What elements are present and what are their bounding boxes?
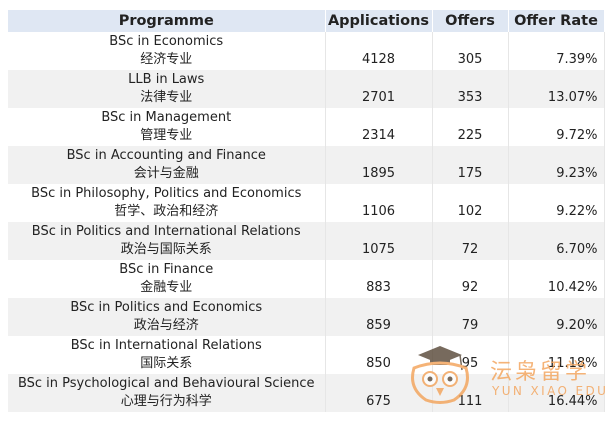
offers-cell: 79	[432, 298, 509, 336]
applications-cell: 850	[325, 336, 433, 374]
programme-name-en: BSc in Management	[101, 110, 232, 125]
table-row: BSc in Psychological and Behavioural Sci…	[8, 374, 605, 412]
programme-name-cn: 心理与行为科学	[120, 394, 212, 409]
programme-name-en: LLB in Laws	[128, 72, 205, 87]
programme-name-cn: 经济专业	[140, 52, 193, 67]
applications-cell: 1075	[325, 222, 433, 260]
programme-cell: BSc in Economics 经济专业	[8, 32, 326, 70]
programme-name-cn: 国际关系	[140, 356, 193, 371]
programme-name-cn: 金融专业	[140, 280, 193, 295]
programme-name-cn: 政治与经济	[133, 318, 199, 333]
offers-cell: 92	[432, 260, 509, 298]
programme-cell: BSc in Politics and Economics 政治与经济	[8, 298, 326, 336]
offers-cell: 225	[432, 108, 509, 146]
programme-cell: BSc in Politics and International Relati…	[8, 222, 326, 260]
programme-cell: LLB in Laws 法律专业	[8, 70, 326, 108]
offers-cell: 102	[432, 184, 509, 222]
programme-name-en: BSc in Accounting and Finance	[66, 148, 266, 163]
offers-cell: 353	[432, 70, 509, 108]
programme-name-cn: 哲学、政治和经济	[114, 204, 219, 219]
offers-cell: 175	[432, 146, 509, 184]
programme-cell: BSc in Accounting and Finance 会计与金融	[8, 146, 326, 184]
programme-name-en: BSc in Economics	[109, 34, 224, 49]
applications-cell: 883	[325, 260, 433, 298]
table-row: BSc in Politics and International Relati…	[8, 222, 605, 260]
programme-name-cn: 政治与国际关系	[120, 242, 212, 257]
table-row: BSc in Politics and Economics 政治与经济 859 …	[8, 298, 605, 336]
table-row: BSc in Philosophy, Politics and Economic…	[8, 184, 605, 222]
table-row: BSc in Finance 金融专业 883 92 10.42%	[8, 260, 605, 298]
programme-name-en: BSc in Finance	[119, 262, 214, 277]
programme-name-en: BSc in Politics and Economics	[70, 300, 263, 315]
programme-name-en: BSc in Psychological and Behavioural Sci…	[17, 376, 315, 391]
applications-cell: 1106	[325, 184, 433, 222]
applications-cell: 4128	[325, 32, 433, 70]
programme-name-cn: 法律专业	[140, 90, 193, 105]
offer-rate-cell: 9.22%	[508, 184, 605, 222]
offer-rate-cell: 13.07%	[508, 70, 605, 108]
applications-cell: 1895	[325, 146, 433, 184]
offer-rate-cell: 7.39%	[508, 32, 605, 70]
programme-name-cn: 会计与金融	[133, 166, 199, 181]
table-row: BSc in Economics 经济专业 4128 305 7.39%	[8, 32, 605, 70]
table-header: Programme Applications Offers Offer Rate	[8, 10, 605, 32]
header-programme: Programme	[8, 10, 326, 32]
header-offers: Offers	[432, 10, 509, 32]
admissions-table: Programme Applications Offers Offer Rate…	[8, 10, 605, 412]
programme-cell: BSc in Finance 金融专业	[8, 260, 326, 298]
programme-name-cn: 管理专业	[140, 128, 193, 143]
programme-cell: BSc in Management 管理专业	[8, 108, 326, 146]
offer-rate-cell: 6.70%	[508, 222, 605, 260]
table-row: BSc in Management 管理专业 2314 225 9.72%	[8, 108, 605, 146]
offer-rate-cell: 10.42%	[508, 260, 605, 298]
programme-cell: BSc in Philosophy, Politics and Economic…	[8, 184, 326, 222]
programme-name-en: BSc in Philosophy, Politics and Economic…	[31, 186, 302, 201]
programme-cell: BSc in International Relations 国际关系	[8, 336, 326, 374]
table-body: BSc in Economics 经济专业 4128 305 7.39% LLB…	[8, 32, 605, 412]
header-applications: Applications	[325, 10, 433, 32]
header-row: Programme Applications Offers Offer Rate	[8, 10, 605, 32]
programme-cell: BSc in Psychological and Behavioural Sci…	[8, 374, 326, 412]
programme-name-en: BSc in International Relations	[70, 338, 262, 353]
applications-cell: 2314	[325, 108, 433, 146]
table-row: BSc in International Relations 国际关系 850 …	[8, 336, 605, 374]
programme-name-en: BSc in Politics and International Relati…	[31, 224, 301, 239]
offers-cell: 72	[432, 222, 509, 260]
table-row: LLB in Laws 法律专业 2701 353 13.07%	[8, 70, 605, 108]
offer-rate-cell: 9.20%	[508, 298, 605, 336]
offer-rate-cell: 11.18%	[508, 336, 605, 374]
offer-rate-cell: 9.72%	[508, 108, 605, 146]
offer-rate-cell: 9.23%	[508, 146, 605, 184]
applications-cell: 2701	[325, 70, 433, 108]
applications-cell: 859	[325, 298, 433, 336]
offers-cell: 305	[432, 32, 509, 70]
offer-rate-cell: 16.44%	[508, 374, 605, 412]
applications-cell: 675	[325, 374, 433, 412]
offers-cell: 111	[432, 374, 509, 412]
header-offer-rate: Offer Rate	[508, 10, 605, 32]
offers-cell: 95	[432, 336, 509, 374]
table-row: BSc in Accounting and Finance 会计与金融 1895…	[8, 146, 605, 184]
